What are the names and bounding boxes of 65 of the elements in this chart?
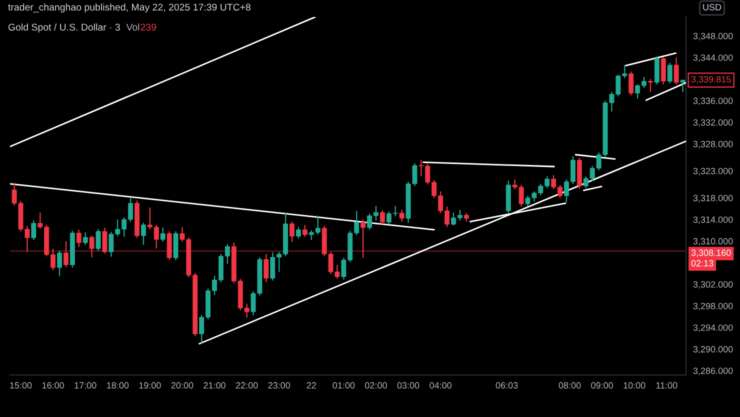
candlestick [380, 210, 385, 225]
candlestick [296, 226, 301, 239]
annotation: Vol [126, 23, 140, 31]
candlestick [667, 62, 672, 84]
candlestick [64, 240, 68, 268]
x-tick-label: 19:00 [139, 382, 161, 389]
candlestick [660, 56, 666, 86]
candlestick [264, 253, 269, 283]
candlestick [76, 229, 82, 248]
x-tick-label: 03:00 [397, 382, 420, 389]
y-tick-label: 3,310.000 [693, 238, 733, 246]
x-tick-label: 21:00 [204, 382, 226, 389]
x-tick-label: 23:00 [268, 382, 290, 389]
x-tick-label: 10:00 [624, 382, 646, 389]
text: 02:13 [691, 260, 714, 266]
y-tick-label: 3,314.000 [693, 216, 733, 224]
y-tick-label: 3,323.000 [693, 168, 733, 176]
x-tick-label: 18:00 [107, 382, 129, 389]
x-tick-label: 11:00 [656, 382, 678, 389]
candlestick [654, 56, 660, 86]
y-tick-label: 3,294.000 [693, 324, 733, 332]
candlestick [102, 227, 108, 254]
annotation: 239 [140, 24, 156, 31]
y-tick-label: 3,298.000 [693, 302, 733, 310]
candlestick [302, 224, 308, 238]
x-tick-label: 08:00 [558, 382, 581, 389]
candlestick [96, 228, 101, 252]
candlestick [82, 232, 88, 246]
y-tick-label: 3,318.000 [693, 194, 733, 202]
candlestick [89, 235, 94, 258]
candlestick [674, 56, 679, 86]
x-tick-label: 17:00 [74, 382, 96, 389]
text: trader_changhao published, May 22, 2025 17:39 UTC+8 [8, 3, 251, 13]
candlestick [57, 250, 62, 277]
text: 3,339.815 [691, 76, 731, 84]
y-tick-label: 3,348.000 [693, 32, 733, 40]
candlestick [31, 220, 36, 241]
x-tick-label: 04:00 [430, 382, 452, 389]
ref-line-label: 3,308.160 [691, 250, 731, 258]
y-tick-label: 3,328.000 [693, 140, 733, 148]
x-tick-label: 06:03 [496, 382, 518, 389]
y-tick-label: 3,344.000 [693, 54, 733, 62]
y-tick-label: 3,290.000 [693, 346, 733, 354]
x-tick-label: 22 [306, 382, 316, 388]
text: USD [703, 4, 722, 10]
x-tick-label: 22:00 [236, 382, 258, 389]
y-tick-label: 3,302.000 [693, 281, 733, 289]
y-tick-label: 3,286.000 [693, 368, 733, 376]
candlestick [628, 70, 634, 96]
x-tick-label: 01:00 [332, 382, 355, 389]
candlestick [141, 222, 146, 246]
x-tick-label: 02:00 [365, 382, 387, 389]
candlestick [648, 78, 653, 93]
x-tick-label: 09:00 [591, 382, 613, 389]
candlestick [399, 209, 404, 222]
candlestick [290, 221, 294, 243]
x-tick-label: 15:00 [10, 382, 32, 389]
candlestick [360, 218, 366, 258]
x-tick-label: 16:00 [42, 382, 64, 389]
y-tick-label: 3,332.000 [693, 119, 733, 127]
x-tick-label: 20:00 [171, 382, 194, 389]
y-tick-label: 3,336.000 [693, 98, 733, 106]
text: Gold Spot / U.S. Dollar · 3 [8, 23, 120, 33]
candlestick [680, 79, 686, 93]
candlestick [160, 227, 166, 242]
